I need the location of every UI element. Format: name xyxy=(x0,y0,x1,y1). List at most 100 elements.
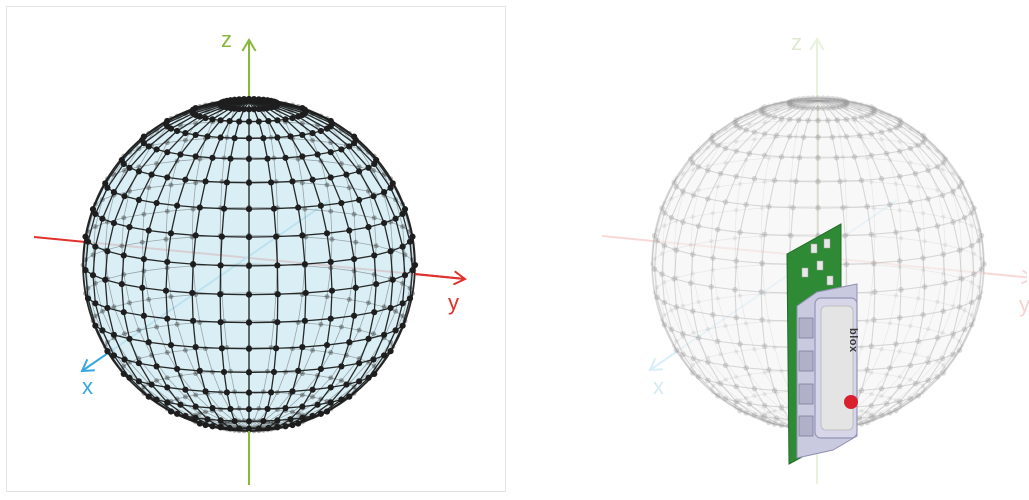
latitude-segment xyxy=(854,116,862,119)
measurement-point xyxy=(722,145,729,152)
longitude-segment xyxy=(94,303,104,331)
measurement-point xyxy=(153,199,160,207)
measurement-point xyxy=(136,146,142,152)
longitude-segment xyxy=(262,138,269,159)
longitude-segment xyxy=(389,187,404,215)
measurement-point xyxy=(787,106,792,111)
longitude-segment xyxy=(170,401,196,416)
longitude-segment xyxy=(141,214,145,243)
measurement-point xyxy=(356,196,363,203)
latitude-segment xyxy=(768,156,794,159)
longitude-segment xyxy=(394,218,404,247)
measurement-point xyxy=(771,177,778,184)
latitude-segment xyxy=(776,391,790,393)
measurement-point xyxy=(365,223,372,231)
longitude-segment xyxy=(285,118,303,136)
longitude-segment xyxy=(176,324,186,351)
latitude-segment xyxy=(832,106,837,109)
latitude-segment xyxy=(943,273,960,279)
longitude-segment xyxy=(964,282,972,311)
measurement-point xyxy=(733,258,740,264)
latitude-segment xyxy=(368,361,375,367)
longitude-segment xyxy=(927,170,943,196)
longitude-segment xyxy=(676,154,694,179)
measurement-point xyxy=(182,130,189,137)
measurement-point xyxy=(289,178,296,185)
measurement-point xyxy=(202,114,209,122)
measurement-point xyxy=(790,102,796,109)
measurement-point xyxy=(118,281,125,288)
longitude-segment xyxy=(176,368,187,390)
longitude-segment xyxy=(720,150,737,174)
latitude-segment xyxy=(937,162,944,168)
longitude-segment xyxy=(101,191,115,219)
longitude-segment xyxy=(745,397,770,413)
latitude-segment xyxy=(918,337,938,342)
measurement-point xyxy=(834,117,839,123)
latitude-segment xyxy=(273,206,299,210)
measurement-point xyxy=(714,226,721,233)
longitude-segment xyxy=(670,329,684,355)
longitude-segment xyxy=(725,114,747,130)
latitude-segment xyxy=(185,138,206,141)
latitude-segment xyxy=(349,187,369,192)
measurement-point xyxy=(92,313,98,319)
measurement-point xyxy=(825,105,831,111)
measurement-point xyxy=(710,383,716,389)
longitude-segment xyxy=(861,395,882,412)
measurement-point xyxy=(328,375,334,381)
latitude-segment xyxy=(927,357,943,363)
measurement-point xyxy=(766,112,772,119)
measurement-point xyxy=(825,95,831,102)
latitude-segment xyxy=(185,394,196,398)
measurement-point xyxy=(338,324,344,330)
latitude-segment xyxy=(952,328,965,335)
measurement-point xyxy=(673,304,680,310)
measurement-point xyxy=(328,208,334,214)
longitude-segment xyxy=(326,267,332,297)
measurement-point xyxy=(976,237,982,244)
longitude-segment xyxy=(959,186,973,214)
measurement-point xyxy=(189,261,197,268)
measurement-point xyxy=(662,201,667,206)
y-axis-label: y xyxy=(448,290,459,315)
measurement-point xyxy=(976,294,982,301)
longitude-segment xyxy=(910,129,929,148)
measurement-point xyxy=(274,134,281,141)
measurement-point xyxy=(825,98,831,103)
longitude-segment xyxy=(176,116,201,132)
latitude-segment xyxy=(754,393,765,397)
measurement-point xyxy=(810,105,816,112)
measurement-point xyxy=(324,398,330,404)
measurement-point xyxy=(778,154,785,160)
latitude-segment xyxy=(899,351,916,355)
measurement-point xyxy=(407,285,413,291)
measurement-point xyxy=(733,398,740,405)
measurement-point xyxy=(925,163,931,169)
measurement-point xyxy=(399,243,406,250)
longitude-segment xyxy=(389,251,394,280)
latitude-segment xyxy=(871,110,882,114)
longitude-segment xyxy=(942,216,946,245)
latitude-segment xyxy=(760,110,763,113)
longitude-segment xyxy=(748,133,766,154)
measurement-point xyxy=(859,408,864,414)
measurement-point xyxy=(126,335,133,342)
latitude-segment xyxy=(654,253,663,260)
measurement-point xyxy=(942,242,948,248)
latitude-segment xyxy=(736,150,750,155)
measurement-point xyxy=(148,171,155,178)
measurement-point xyxy=(800,95,807,102)
latitude-segment xyxy=(746,112,755,116)
pcb-component xyxy=(801,267,809,278)
longitude-segment xyxy=(345,362,360,385)
ublox-logo-text: blox xyxy=(847,328,859,353)
longitude-segment xyxy=(191,209,194,238)
measurement-point xyxy=(264,155,271,162)
longitude-segment xyxy=(266,158,272,183)
longitude-segment xyxy=(899,260,902,290)
x-axis-label: x xyxy=(82,374,93,399)
measurement-point xyxy=(265,117,272,125)
longitude-segment xyxy=(402,226,406,255)
measurement-point xyxy=(773,415,780,422)
